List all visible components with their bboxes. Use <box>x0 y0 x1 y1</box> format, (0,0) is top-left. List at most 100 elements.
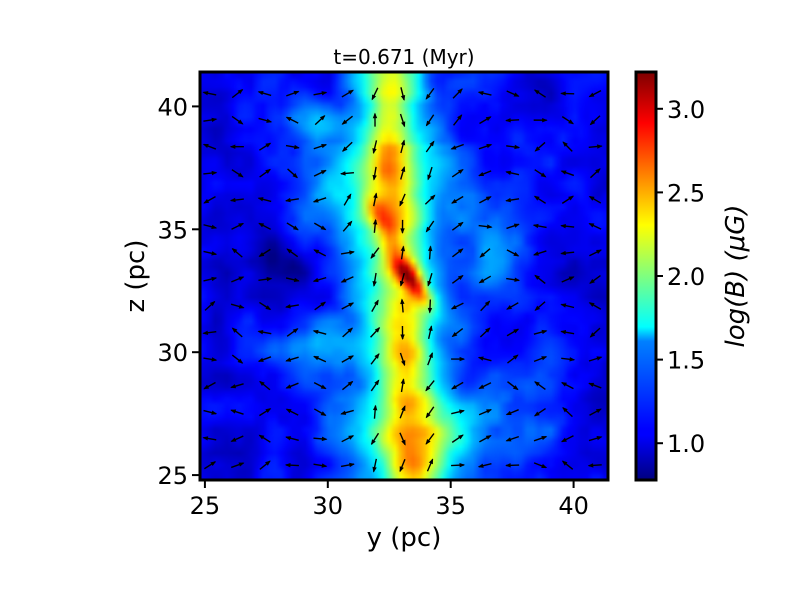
field-arrow <box>257 197 272 203</box>
y-tick-label: 40 <box>157 93 188 121</box>
field-arrow <box>479 434 492 443</box>
field-arrow <box>505 170 520 176</box>
field-arrow <box>400 166 406 180</box>
field-arrow <box>589 275 601 284</box>
field-arrow <box>533 195 547 204</box>
field-arrow <box>451 356 466 362</box>
field-arrow <box>400 219 405 234</box>
field-arrow <box>589 327 601 338</box>
field-arrow <box>203 461 217 470</box>
x-tick-label: 30 <box>313 492 344 520</box>
field-arrow <box>231 89 244 99</box>
field-arrow <box>342 220 353 232</box>
field-arrow <box>259 301 272 311</box>
field-arrow <box>203 357 218 362</box>
field-arrow <box>561 381 574 390</box>
field-arrow <box>399 432 406 446</box>
field-arrow <box>588 90 602 98</box>
field-arrow <box>427 352 434 366</box>
field-arrow <box>399 352 406 367</box>
field-arrow <box>478 143 493 150</box>
field-arrow <box>399 113 406 128</box>
field-arrow <box>589 115 601 126</box>
field-arrow <box>506 144 521 150</box>
field-arrow <box>340 276 354 283</box>
field-arrow <box>532 223 547 229</box>
field-arrow <box>534 274 546 285</box>
field-arrow <box>341 380 354 391</box>
field-arrow <box>231 276 245 283</box>
colorbar-label: log(B) (μG) <box>721 205 751 348</box>
field-arrow <box>505 409 519 416</box>
field-arrow <box>285 382 299 389</box>
field-arrow <box>588 382 602 389</box>
field-arrow <box>286 328 299 337</box>
field-arrow <box>259 142 272 151</box>
field-arrow <box>204 300 216 311</box>
field-arrow <box>450 143 464 150</box>
field-arrow <box>477 356 492 362</box>
field-arrow <box>451 221 464 231</box>
field-arrow <box>372 112 378 127</box>
field-arrow <box>589 168 601 179</box>
field-arrow <box>230 435 244 443</box>
field-arrow <box>560 303 575 309</box>
field-arrow <box>533 117 548 123</box>
field-arrow <box>451 274 464 284</box>
field-arrow <box>534 169 547 178</box>
y-tick-label: 35 <box>157 216 188 244</box>
field-arrow <box>259 168 271 178</box>
field-arrow <box>425 406 435 419</box>
x-axis: 25 30 35 40 <box>190 480 589 520</box>
field-arrow <box>285 277 300 283</box>
field-arrow <box>588 436 603 442</box>
field-arrow <box>478 275 492 284</box>
field-arrow <box>505 435 520 442</box>
field-arrow <box>285 304 299 309</box>
field-arrow <box>425 140 435 153</box>
field-arrow <box>372 272 377 287</box>
field-arrow <box>231 169 244 178</box>
field-arrow <box>480 300 491 312</box>
field-arrow <box>258 248 271 257</box>
field-arrow <box>372 166 377 181</box>
field-arrow <box>313 382 327 390</box>
field-arrow <box>314 301 327 311</box>
field-arrow <box>507 381 519 391</box>
field-arrow <box>285 144 300 150</box>
field-arrow <box>560 330 575 335</box>
field-arrow <box>202 91 217 96</box>
field-arrow <box>560 250 575 256</box>
vector-field <box>202 87 603 473</box>
field-arrow <box>370 247 380 259</box>
field-arrow <box>477 91 492 96</box>
field-arrow <box>203 170 218 176</box>
field-arrow <box>371 299 379 312</box>
field-arrow <box>506 302 519 310</box>
field-arrow <box>371 87 379 101</box>
y-tick-label: 25 <box>157 462 188 490</box>
colorbar-axis: 1.0 1.5 2.0 2.5 3.0 <box>656 96 705 458</box>
field-arrow <box>372 458 378 473</box>
field-arrow <box>341 302 355 310</box>
field-arrow <box>258 117 273 123</box>
field-arrow <box>341 89 354 98</box>
field-arrow <box>313 408 327 416</box>
field-arrow <box>479 116 492 125</box>
field-arrow <box>506 249 520 257</box>
field-arrow <box>505 463 520 468</box>
field-arrow <box>342 327 354 338</box>
field-arrow <box>372 140 378 155</box>
field-arrow <box>451 409 465 415</box>
field-arrow <box>477 463 492 468</box>
field-arrow <box>426 458 434 472</box>
field-arrow <box>340 409 354 415</box>
field-arrow <box>258 434 271 443</box>
colorbar-tick-label: 3.0 <box>667 96 705 124</box>
field-arrow <box>203 196 216 204</box>
field-arrow <box>561 195 574 204</box>
field-arrow <box>231 354 244 364</box>
field-arrow <box>427 273 433 287</box>
field-arrow <box>424 194 436 205</box>
